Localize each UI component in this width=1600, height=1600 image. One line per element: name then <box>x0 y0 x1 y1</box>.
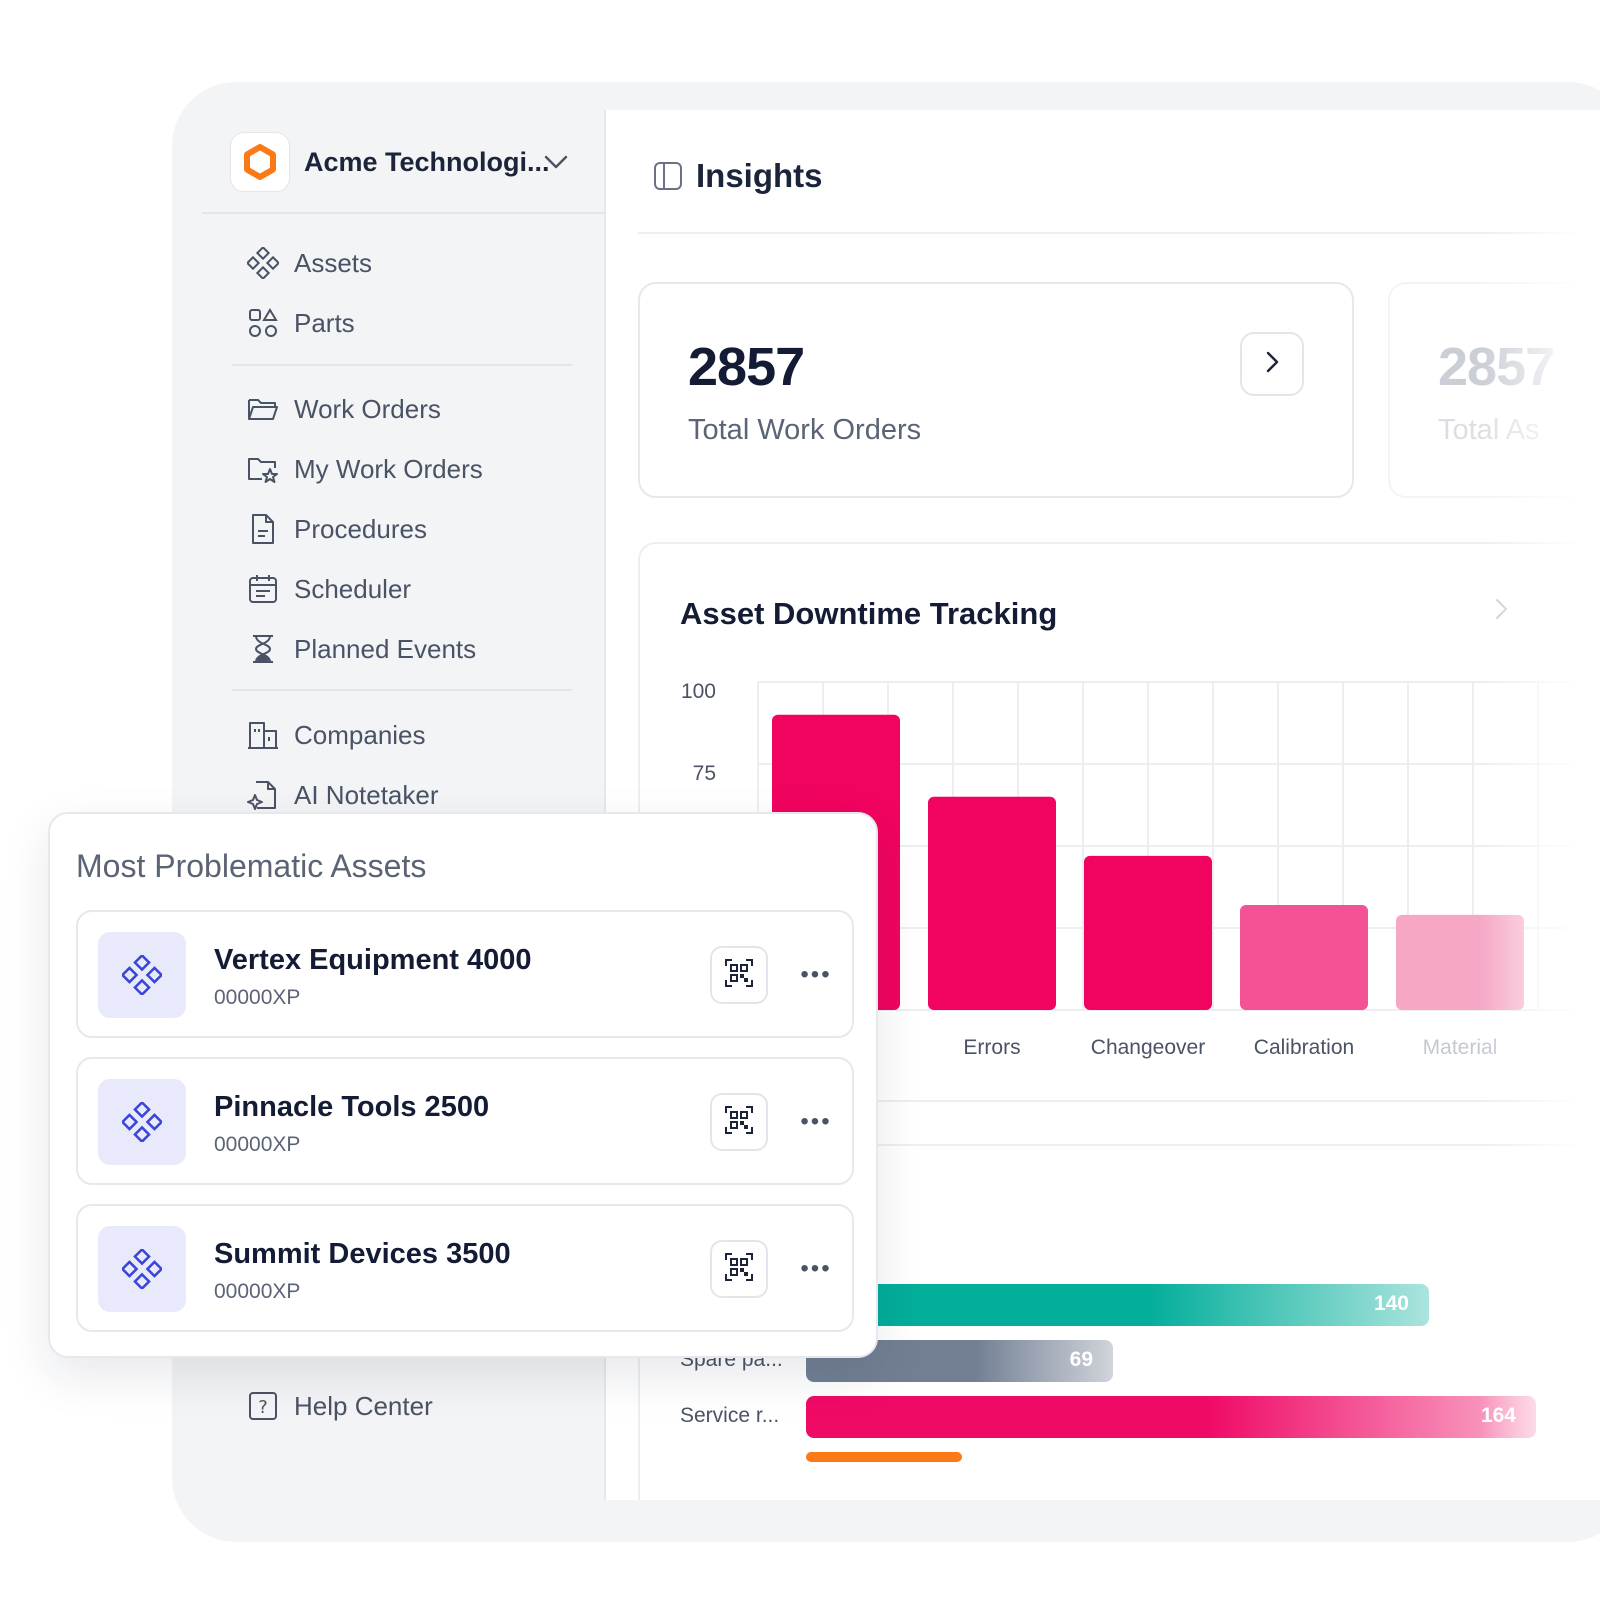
list-item[interactable]: Summit Devices 3500 00000XP ••• <box>76 1204 854 1332</box>
qr-code-icon <box>723 1104 755 1141</box>
bar[interactable] <box>1240 905 1368 1010</box>
sidebar-item-label: Work Orders <box>294 393 441 424</box>
list-item[interactable]: Pinnacle Tools 2500 00000XP ••• <box>76 1057 854 1185</box>
more-options-icon[interactable]: ••• <box>800 961 832 988</box>
status-bar[interactable]: 164 <box>806 1396 1536 1438</box>
sidebar-item-label: AI Notetaker <box>294 779 439 810</box>
sidebar-divider <box>202 212 606 214</box>
page-title-text: Insights <box>696 157 823 194</box>
y-tick-label: 100 <box>681 680 716 703</box>
sidebar-item-companies[interactable]: Companies <box>246 715 426 755</box>
chart-title: Asset Downtime Tracking <box>680 596 1058 631</box>
sidebar-item-label: Parts <box>294 307 355 338</box>
problematic-assets-panel: Most Problematic Assets Vertex Equipment… <box>48 812 878 1358</box>
y-tick-label: 75 <box>693 762 716 785</box>
chevron-down-icon[interactable] <box>542 148 570 181</box>
qr-code-button[interactable] <box>710 1093 768 1151</box>
more-options-icon[interactable]: ••• <box>800 1108 832 1135</box>
bar[interactable] <box>928 796 1056 1010</box>
sidebar-item-label: Assets <box>294 247 373 278</box>
building-icon <box>246 718 280 752</box>
sidebar-item-label: Planned Events <box>294 633 477 664</box>
asset-name: Vertex Equipment 4000 <box>214 944 532 976</box>
qr-code-button[interactable] <box>710 946 768 1004</box>
x-tick-label: Errors <box>963 1036 1020 1059</box>
asset-icon <box>98 1226 186 1312</box>
bar[interactable] <box>1084 855 1212 1010</box>
bar-value-label: 140 <box>1373 1292 1409 1315</box>
calendar-icon <box>246 572 280 606</box>
org-logo-icon <box>230 132 290 192</box>
qr-code-icon <box>723 957 755 994</box>
sidebar-item-my-work-orders[interactable]: My Work Orders <box>246 449 483 489</box>
status-bar[interactable] <box>806 1452 962 1462</box>
folder-star-icon <box>246 452 280 486</box>
help-icon: ? <box>246 1389 280 1423</box>
x-tick-label: Material <box>1423 1036 1498 1059</box>
edge-fade <box>1480 110 1600 1500</box>
bar-value-label: 69 <box>1069 1348 1093 1371</box>
sidebar-item-label: Companies <box>294 719 426 750</box>
asset-name: Summit Devices 3500 <box>214 1238 511 1270</box>
sidebar-divider <box>232 689 572 691</box>
asset-icon <box>98 1079 186 1165</box>
asset-name: Pinnacle Tools 2500 <box>214 1091 490 1123</box>
sidebar-item-help-center[interactable]: ? Help Center <box>246 1386 433 1426</box>
chevron-right-icon <box>1259 349 1285 380</box>
folder-icon <box>246 392 280 426</box>
list-item[interactable]: Vertex Equipment 4000 00000XP ••• <box>76 910 854 1038</box>
sidebar-toggle-icon[interactable] <box>652 160 684 192</box>
page-title: Insights <box>652 154 823 198</box>
sidebar-item-label: Procedures <box>294 513 427 544</box>
qr-code-button[interactable] <box>710 1240 768 1298</box>
stat-value: 2857 <box>688 337 805 397</box>
sidebar-item-label: My Work Orders <box>294 453 483 484</box>
stat-card-work-orders[interactable]: 2857 Total Work Orders <box>638 282 1354 498</box>
sidebar-item-label: Scheduler <box>294 573 412 604</box>
stat-label: Total Work Orders <box>688 414 922 446</box>
sidebar-item-work-orders[interactable]: Work Orders <box>246 389 441 429</box>
x-tick-label: Calibration <box>1254 1036 1354 1059</box>
bar-category-label: Service r... <box>680 1404 780 1427</box>
sidebar-item-procedures[interactable]: Procedures <box>246 509 427 549</box>
sidebar-item-ai-notetaker[interactable]: AI Notetaker <box>246 775 439 815</box>
assets-icon <box>246 246 280 280</box>
sidebar-item-assets[interactable]: Assets <box>246 243 372 283</box>
asset-code: 00000XP <box>214 1280 301 1303</box>
sidebar-divider <box>232 364 572 366</box>
status-bar[interactable]: 140 <box>806 1284 1429 1326</box>
asset-code: 00000XP <box>214 986 301 1009</box>
asset-code: 00000XP <box>214 1133 301 1156</box>
org-switcher[interactable]: Acme Technologi... <box>230 130 582 194</box>
x-tick-label: Changeover <box>1091 1036 1205 1059</box>
ai-note-icon <box>246 778 280 812</box>
document-icon <box>246 512 280 546</box>
more-options-icon[interactable]: ••• <box>800 1255 832 1282</box>
parts-icon <box>246 306 280 340</box>
hourglass-icon <box>246 632 280 666</box>
header-divider <box>638 232 1600 234</box>
sidebar-item-label: Help Center <box>294 1390 433 1421</box>
svg-text:?: ? <box>258 1397 268 1418</box>
sidebar-item-parts[interactable]: Parts <box>246 303 355 343</box>
sidebar-item-planned-events[interactable]: Planned Events <box>246 629 476 669</box>
asset-icon <box>98 932 186 1018</box>
app-window: Acme Technologi... Assets <box>202 110 1600 1500</box>
qr-code-icon <box>723 1251 755 1288</box>
stat-open-button[interactable] <box>1240 332 1304 396</box>
sidebar-item-scheduler[interactable]: Scheduler <box>246 569 411 609</box>
org-name: Acme Technologi... <box>304 146 550 177</box>
panel-title: Most Problematic Assets <box>76 848 427 884</box>
